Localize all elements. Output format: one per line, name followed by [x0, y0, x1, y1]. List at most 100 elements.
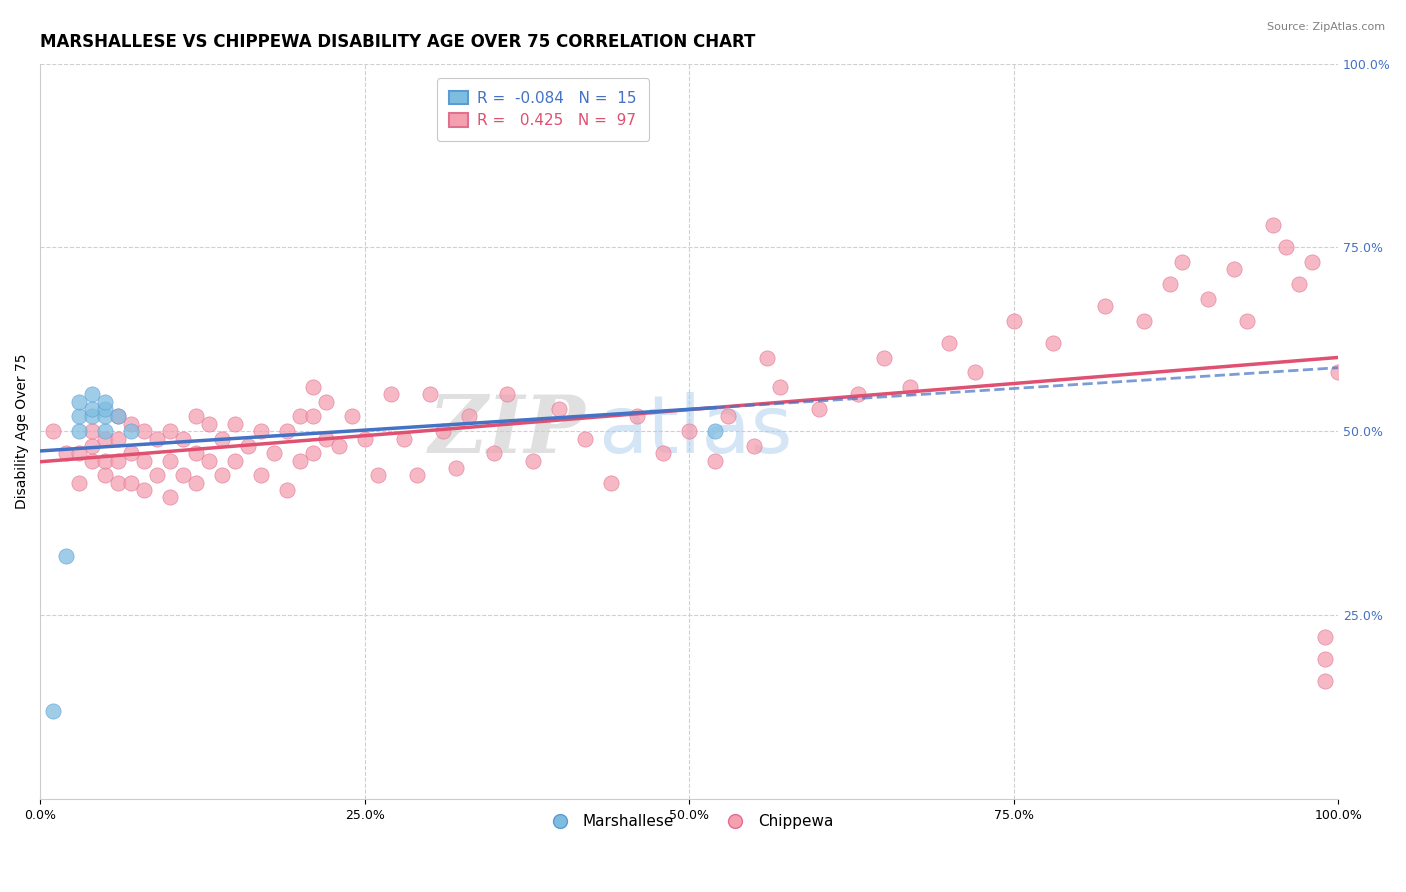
Point	[107, 475, 129, 490]
Point	[1042, 335, 1064, 350]
Point	[42, 424, 65, 438]
Point	[198, 417, 221, 431]
Point	[301, 380, 323, 394]
Point	[80, 402, 103, 417]
Point	[484, 446, 506, 460]
Point	[107, 409, 129, 424]
Point	[444, 461, 467, 475]
Point	[80, 409, 103, 424]
Point	[1315, 674, 1337, 689]
Point	[80, 424, 103, 438]
Legend: Marshallese, Chippewa: Marshallese, Chippewa	[538, 808, 839, 835]
Point	[107, 432, 129, 446]
Point	[184, 446, 207, 460]
Point	[704, 424, 727, 438]
Point	[1275, 240, 1298, 254]
Point	[276, 424, 298, 438]
Point	[172, 432, 194, 446]
Point	[315, 394, 337, 409]
Point	[1132, 314, 1154, 328]
Point	[548, 402, 571, 417]
Point	[67, 475, 90, 490]
Point	[1223, 262, 1246, 277]
Point	[652, 446, 675, 460]
Point	[1159, 277, 1181, 292]
Point	[120, 446, 142, 460]
Point	[42, 704, 65, 718]
Point	[211, 468, 233, 483]
Point	[340, 409, 363, 424]
Point	[224, 417, 246, 431]
Point	[276, 483, 298, 497]
Point	[94, 409, 117, 424]
Text: ZIP: ZIP	[429, 392, 585, 470]
Point	[184, 475, 207, 490]
Point	[496, 387, 519, 401]
Point	[301, 409, 323, 424]
Point	[328, 439, 350, 453]
Point	[704, 453, 727, 467]
Point	[94, 424, 117, 438]
Point	[184, 409, 207, 424]
Y-axis label: Disability Age Over 75: Disability Age Over 75	[15, 353, 30, 509]
Point	[288, 453, 311, 467]
Point	[353, 432, 375, 446]
Point	[249, 424, 271, 438]
Point	[846, 387, 869, 401]
Point	[1002, 314, 1025, 328]
Point	[522, 453, 544, 467]
Point	[80, 439, 103, 453]
Point	[288, 409, 311, 424]
Point	[120, 417, 142, 431]
Text: Source: ZipAtlas.com: Source: ZipAtlas.com	[1267, 22, 1385, 32]
Point	[146, 468, 169, 483]
Point	[769, 380, 792, 394]
Point	[574, 432, 596, 446]
Point	[224, 453, 246, 467]
Point	[94, 468, 117, 483]
Point	[120, 475, 142, 490]
Point	[146, 432, 169, 446]
Point	[963, 365, 986, 379]
Point	[678, 424, 700, 438]
Point	[159, 453, 181, 467]
Point	[67, 446, 90, 460]
Point	[873, 351, 896, 365]
Point	[120, 424, 142, 438]
Point	[55, 549, 77, 564]
Text: MARSHALLESE VS CHIPPEWA DISABILITY AGE OVER 75 CORRELATION CHART: MARSHALLESE VS CHIPPEWA DISABILITY AGE O…	[41, 33, 755, 51]
Point	[94, 432, 117, 446]
Point	[263, 446, 285, 460]
Point	[107, 409, 129, 424]
Point	[1197, 292, 1219, 306]
Point	[1315, 630, 1337, 644]
Point	[808, 402, 831, 417]
Point	[457, 409, 479, 424]
Point	[94, 394, 117, 409]
Point	[898, 380, 921, 394]
Point	[717, 409, 740, 424]
Point	[380, 387, 402, 401]
Point	[1301, 255, 1323, 269]
Point	[67, 394, 90, 409]
Point	[1171, 255, 1194, 269]
Point	[1288, 277, 1310, 292]
Point	[1094, 299, 1116, 313]
Point	[756, 351, 779, 365]
Point	[405, 468, 427, 483]
Point	[159, 491, 181, 505]
Point	[132, 453, 155, 467]
Point	[107, 453, 129, 467]
Point	[392, 432, 415, 446]
Point	[132, 483, 155, 497]
Point	[419, 387, 441, 401]
Point	[94, 453, 117, 467]
Point	[132, 424, 155, 438]
Point	[301, 446, 323, 460]
Point	[367, 468, 389, 483]
Point	[1315, 652, 1337, 666]
Point	[211, 432, 233, 446]
Point	[198, 453, 221, 467]
Point	[80, 387, 103, 401]
Point	[600, 475, 623, 490]
